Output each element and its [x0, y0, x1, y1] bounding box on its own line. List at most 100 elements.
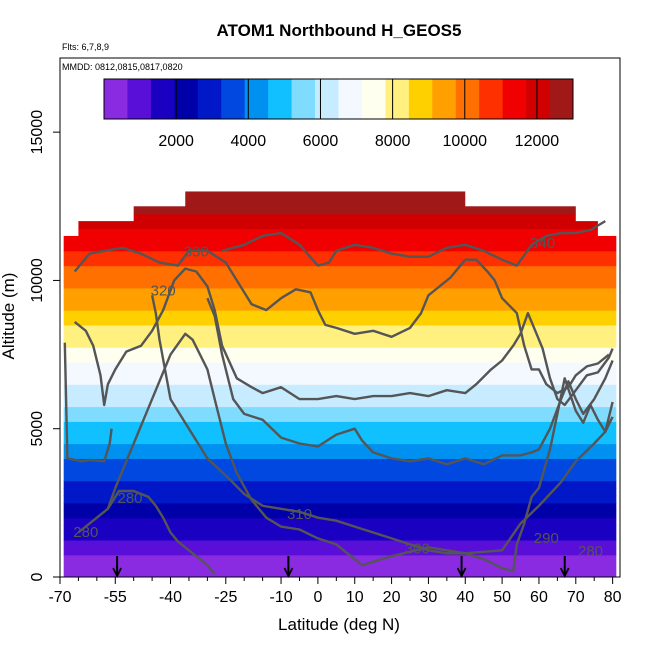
y-tick-label: 10000 [29, 258, 46, 303]
colorbar-segment [455, 79, 480, 119]
contour-label: 280 [73, 524, 98, 541]
heatmap-band [63, 406, 617, 415]
colorbar-segment [361, 79, 386, 119]
heatmap-band [63, 488, 617, 497]
x-tick-label: -40 [159, 589, 182, 606]
colorbar-segment [150, 79, 175, 119]
colorbar-segment [432, 79, 457, 119]
x-tick-label: 80 [604, 589, 622, 606]
flight-marker-arrowhead [283, 567, 294, 579]
contour-label: 320 [151, 282, 176, 299]
contour-300 [150, 295, 614, 573]
colorbar-segment [197, 79, 222, 119]
colorbar-segment [127, 79, 152, 119]
heatmap-band [78, 228, 598, 237]
flight-marker-arrowhead [112, 567, 122, 579]
heatmap-band [63, 384, 617, 393]
colorbar-tick-label: 10000 [443, 133, 488, 150]
heatmap-band [185, 198, 466, 207]
heatmap-band [63, 265, 617, 274]
flight-markers [112, 556, 570, 579]
heatmap-band [133, 206, 576, 215]
heatmap-band [63, 287, 617, 296]
x-tick-label: 0 [313, 589, 322, 606]
x-tick-label: -55 [104, 589, 127, 606]
heatmap-band [63, 473, 617, 482]
x-tick-label: 60 [530, 589, 548, 606]
heatmap-band [63, 547, 617, 556]
y-tick-label: 0 [29, 572, 46, 581]
colorbar-segment [385, 79, 410, 119]
colorbar-segment [338, 79, 363, 119]
colorbar-segment [291, 79, 316, 119]
heatmap-band [63, 280, 617, 289]
heatmap-band [63, 258, 617, 267]
heatmap-band [63, 495, 617, 504]
heatmap-band [63, 376, 617, 385]
heatmap-band [63, 369, 617, 378]
heatmap-band [63, 243, 617, 252]
heatmap-band [63, 361, 617, 370]
heatmap-band [185, 191, 466, 200]
y-axis: 0 5000 10000 15000 [29, 110, 60, 581]
colorbar-segment [502, 79, 527, 119]
heatmap-band [63, 554, 617, 563]
contour-310 [206, 297, 614, 466]
y-axis-label: Altitude (m) [0, 273, 18, 360]
contour-label: 330 [184, 244, 209, 261]
heatmap-band [63, 317, 617, 326]
colorbar-segment [549, 79, 574, 119]
heatmap-band [63, 436, 617, 445]
heatmap-band [63, 332, 617, 341]
chart-title: ATOM1 Northbound H_GEOS5 [217, 21, 462, 40]
x-tick-label: 10 [346, 589, 364, 606]
colorbar-tick-label: 8000 [375, 133, 411, 150]
colorbar: 2000 4000 6000 8000 10000 12000 [103, 78, 574, 150]
x-tick-label: 20 [383, 589, 401, 606]
colorbar-tick-label: 12000 [515, 133, 560, 150]
heatmap-band [63, 250, 617, 259]
x-tick-label: 70 [567, 589, 585, 606]
colorbar-segment [244, 79, 269, 119]
x-tick-label: -70 [48, 589, 71, 606]
contour-label: 300 [405, 540, 430, 557]
contour-280 [63, 342, 113, 463]
heatmap-band [63, 569, 617, 577]
heatmap-band [63, 539, 617, 548]
heatmap-band [63, 450, 617, 459]
heatmap-band [63, 399, 617, 408]
x-axis-label: Latitude (deg N) [278, 615, 400, 634]
colorbar-segment [526, 79, 551, 119]
y-tick-label: 5000 [29, 411, 46, 447]
heatmap-band [63, 339, 617, 348]
colorbar-segment [315, 79, 339, 119]
contour-320 [73, 267, 614, 407]
heatmap-band [133, 213, 576, 222]
dates-note: MMDD: 0812,0815,0817,0820 [62, 62, 183, 72]
contour-lines: 280 280 290 300 310 320 330 340 280 [63, 220, 614, 575]
contour-label: 280 [578, 543, 603, 560]
colorbar-segment [268, 79, 293, 119]
y-tick-label: 15000 [29, 110, 46, 155]
colorbar-segment [104, 79, 128, 119]
colorbar-segment [174, 79, 199, 119]
heatmap-band [63, 347, 617, 356]
flight-marker-arrowhead [456, 567, 467, 579]
x-axis: -70 -55 -40 -25 -10 0 10 20 30 40 50 60 70 80 [48, 577, 622, 606]
heatmap-band [63, 413, 617, 422]
x-tick-label: 30 [420, 589, 438, 606]
heatmap-band [63, 510, 617, 519]
heatmap-band [63, 354, 617, 363]
heatmap-band [63, 310, 617, 319]
colorbar-segment [408, 79, 433, 119]
heatmap-band [63, 525, 617, 534]
heatmap-band [63, 465, 617, 474]
contour-330 [73, 246, 610, 395]
heatmap-band [78, 221, 598, 230]
heatmap-band [63, 273, 617, 282]
contour-label: 310 [287, 506, 312, 523]
contour-label: 280 [117, 490, 142, 507]
colorbar-frame [103, 78, 574, 120]
colorbar-segment [479, 79, 504, 119]
heatmap-band [63, 562, 617, 571]
